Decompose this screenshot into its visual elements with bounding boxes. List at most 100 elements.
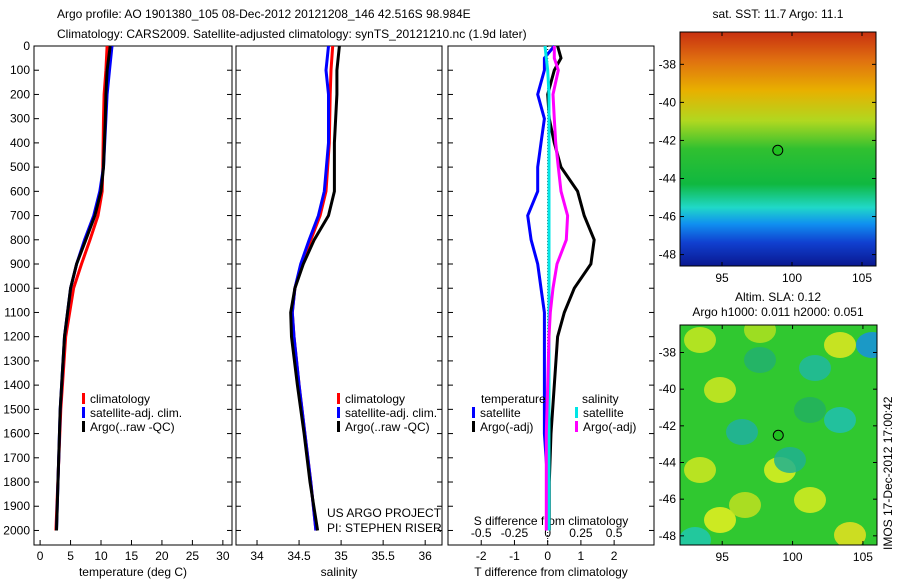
sla-map-title: Altim. SLA: 0.12 xyxy=(735,290,821,304)
legend-label: climatology xyxy=(345,392,405,406)
sla-anomaly-patch xyxy=(774,447,806,473)
y-tick-label: 1500 xyxy=(3,402,30,416)
x2-tick-label: 0 xyxy=(544,526,551,540)
sla-anomaly-patch xyxy=(824,332,856,358)
x-tick-label: 34 xyxy=(250,549,264,563)
legend-swatch xyxy=(82,421,85,432)
map-frame xyxy=(679,31,877,267)
legend-swatch xyxy=(575,407,578,418)
legend-label: satellite-adj. clim. xyxy=(90,406,182,420)
x-tick-label: 15 xyxy=(125,549,139,563)
y-tick-label: 1800 xyxy=(3,475,30,489)
sla-anomaly-patch xyxy=(824,407,856,433)
x-tick-label: 25 xyxy=(186,549,200,563)
legend-label: satellite xyxy=(583,406,624,420)
y-tick-label: 1400 xyxy=(3,378,30,392)
x-axis-label: temperature (deg C) xyxy=(79,565,187,579)
series-line-argo-raw-qc- xyxy=(289,45,341,531)
y-tick-label: 1900 xyxy=(3,499,30,513)
y-tick-label: -44 xyxy=(659,456,677,470)
legend-swatch xyxy=(82,407,85,418)
x-tick-label: 30 xyxy=(216,549,230,563)
sla-map: Altim. SLA: 0.12 Argo h1000: 0.011 h2000… xyxy=(659,290,878,564)
y-tick-label: 800 xyxy=(10,233,30,247)
y-tick-label: 1000 xyxy=(3,281,30,295)
y-tick-label: -38 xyxy=(659,346,677,360)
x2-tick-label: 0.5 xyxy=(606,526,623,540)
series-line-salinity-satellite xyxy=(543,45,551,531)
sst-map-title: sat. SST: 11.7 Argo: 11.1 xyxy=(713,7,844,21)
salinity-panel: 34 34.5 35 35.5 36 salinity climatologysatelli… xyxy=(235,45,443,579)
sla-anomaly-patch xyxy=(834,522,866,545)
x-tick-label: 0 xyxy=(37,549,44,563)
sla-anomaly-patch xyxy=(729,492,761,518)
x-tick-label: 20 xyxy=(155,549,169,563)
map-frame xyxy=(679,324,878,546)
y-tick-label: 200 xyxy=(10,87,30,101)
x-tick-label: 95 xyxy=(715,271,729,285)
x2-axis-label: S difference from climatology xyxy=(474,514,629,528)
series-line-climatology xyxy=(290,45,335,531)
x-tick-label: 100 xyxy=(782,271,802,285)
sla-anomaly-patch xyxy=(799,355,831,381)
series-line-salinity-argo-adj- xyxy=(544,46,570,531)
y-tick-label: 0 xyxy=(23,39,30,53)
legend-label: climatology xyxy=(90,392,150,406)
x2-tick-label: -0.25 xyxy=(501,526,529,540)
plot-frame xyxy=(235,45,443,546)
y-tick-label: -44 xyxy=(659,171,677,185)
difference-panel: -2 -1 0 1 2 T difference from climatology -0.5… xyxy=(447,45,655,579)
y-tick-label: -42 xyxy=(659,419,677,433)
legend-swatch xyxy=(472,407,475,418)
sla-anomaly-patch xyxy=(744,325,776,343)
y-tick-label: -40 xyxy=(659,382,677,396)
legend-label: Argo(..raw -QC) xyxy=(90,420,175,434)
y-tick-label: 100 xyxy=(10,63,30,77)
legend-label: satellite-adj. clim. xyxy=(345,406,437,420)
legend-swatch xyxy=(82,393,85,404)
y-tick-label: 1700 xyxy=(3,451,30,465)
series-line-temperature-satellite xyxy=(526,45,556,531)
legend-label: Argo(..raw -QC) xyxy=(345,420,430,434)
title-line-1: Argo profile: AO 1901380_105 08-Dec-2012… xyxy=(57,7,471,21)
x2-tick-label: -0.5 xyxy=(471,526,492,540)
y-tick-label: 1200 xyxy=(3,330,30,344)
y-tick-label: 600 xyxy=(10,184,30,198)
x-tick-label: 105 xyxy=(853,550,873,564)
x-tick-label: -2 xyxy=(476,549,487,563)
timestamp: IMOS 17-Dec-2012 17:00:42 xyxy=(881,396,895,550)
legend-swatch xyxy=(472,421,475,432)
legend-label: Argo(-adj) xyxy=(583,420,636,434)
y-tick-label: -46 xyxy=(659,492,677,506)
sla-map-subtitle: Argo h1000: 0.011 h2000: 0.051 xyxy=(692,305,864,319)
y-tick-label: 300 xyxy=(10,112,30,126)
series-line-argo-raw-qc- xyxy=(55,45,112,531)
x-axis-label: T difference from climatology xyxy=(474,565,628,579)
sla-anomaly-patch xyxy=(680,527,711,545)
sla-anomaly-patch xyxy=(684,457,716,483)
x-tick-label: 105 xyxy=(852,271,872,285)
sla-anomaly-patch xyxy=(704,507,736,533)
legend-title-temperature: temperature xyxy=(481,392,546,406)
argo-location-marker xyxy=(772,144,784,156)
sla-anomaly-patch xyxy=(794,487,826,513)
y-tick-label: -40 xyxy=(659,95,677,109)
y-tick-label: -48 xyxy=(659,529,677,543)
legend-swatch xyxy=(337,393,340,404)
y-tick-label: 900 xyxy=(10,257,30,271)
sla-anomaly-patch xyxy=(704,377,736,403)
x-tick-label: 95 xyxy=(716,550,730,564)
plot-frame xyxy=(447,45,655,546)
x-tick-label: 35 xyxy=(334,549,348,563)
y-tick-label: 1300 xyxy=(3,354,30,368)
y-tick-label: -48 xyxy=(659,248,677,262)
y-tick-label: 400 xyxy=(10,136,30,150)
sla-anomaly-patch xyxy=(726,419,758,445)
x-tick-label: 34.5 xyxy=(287,549,311,563)
y-tick-label: -46 xyxy=(659,210,677,224)
x-tick-label: 0 xyxy=(544,549,551,563)
series-line-satellite-adj-clim- xyxy=(290,45,330,531)
legend-label: Argo(-adj) xyxy=(480,420,533,434)
legend-label: satellite xyxy=(480,406,521,420)
